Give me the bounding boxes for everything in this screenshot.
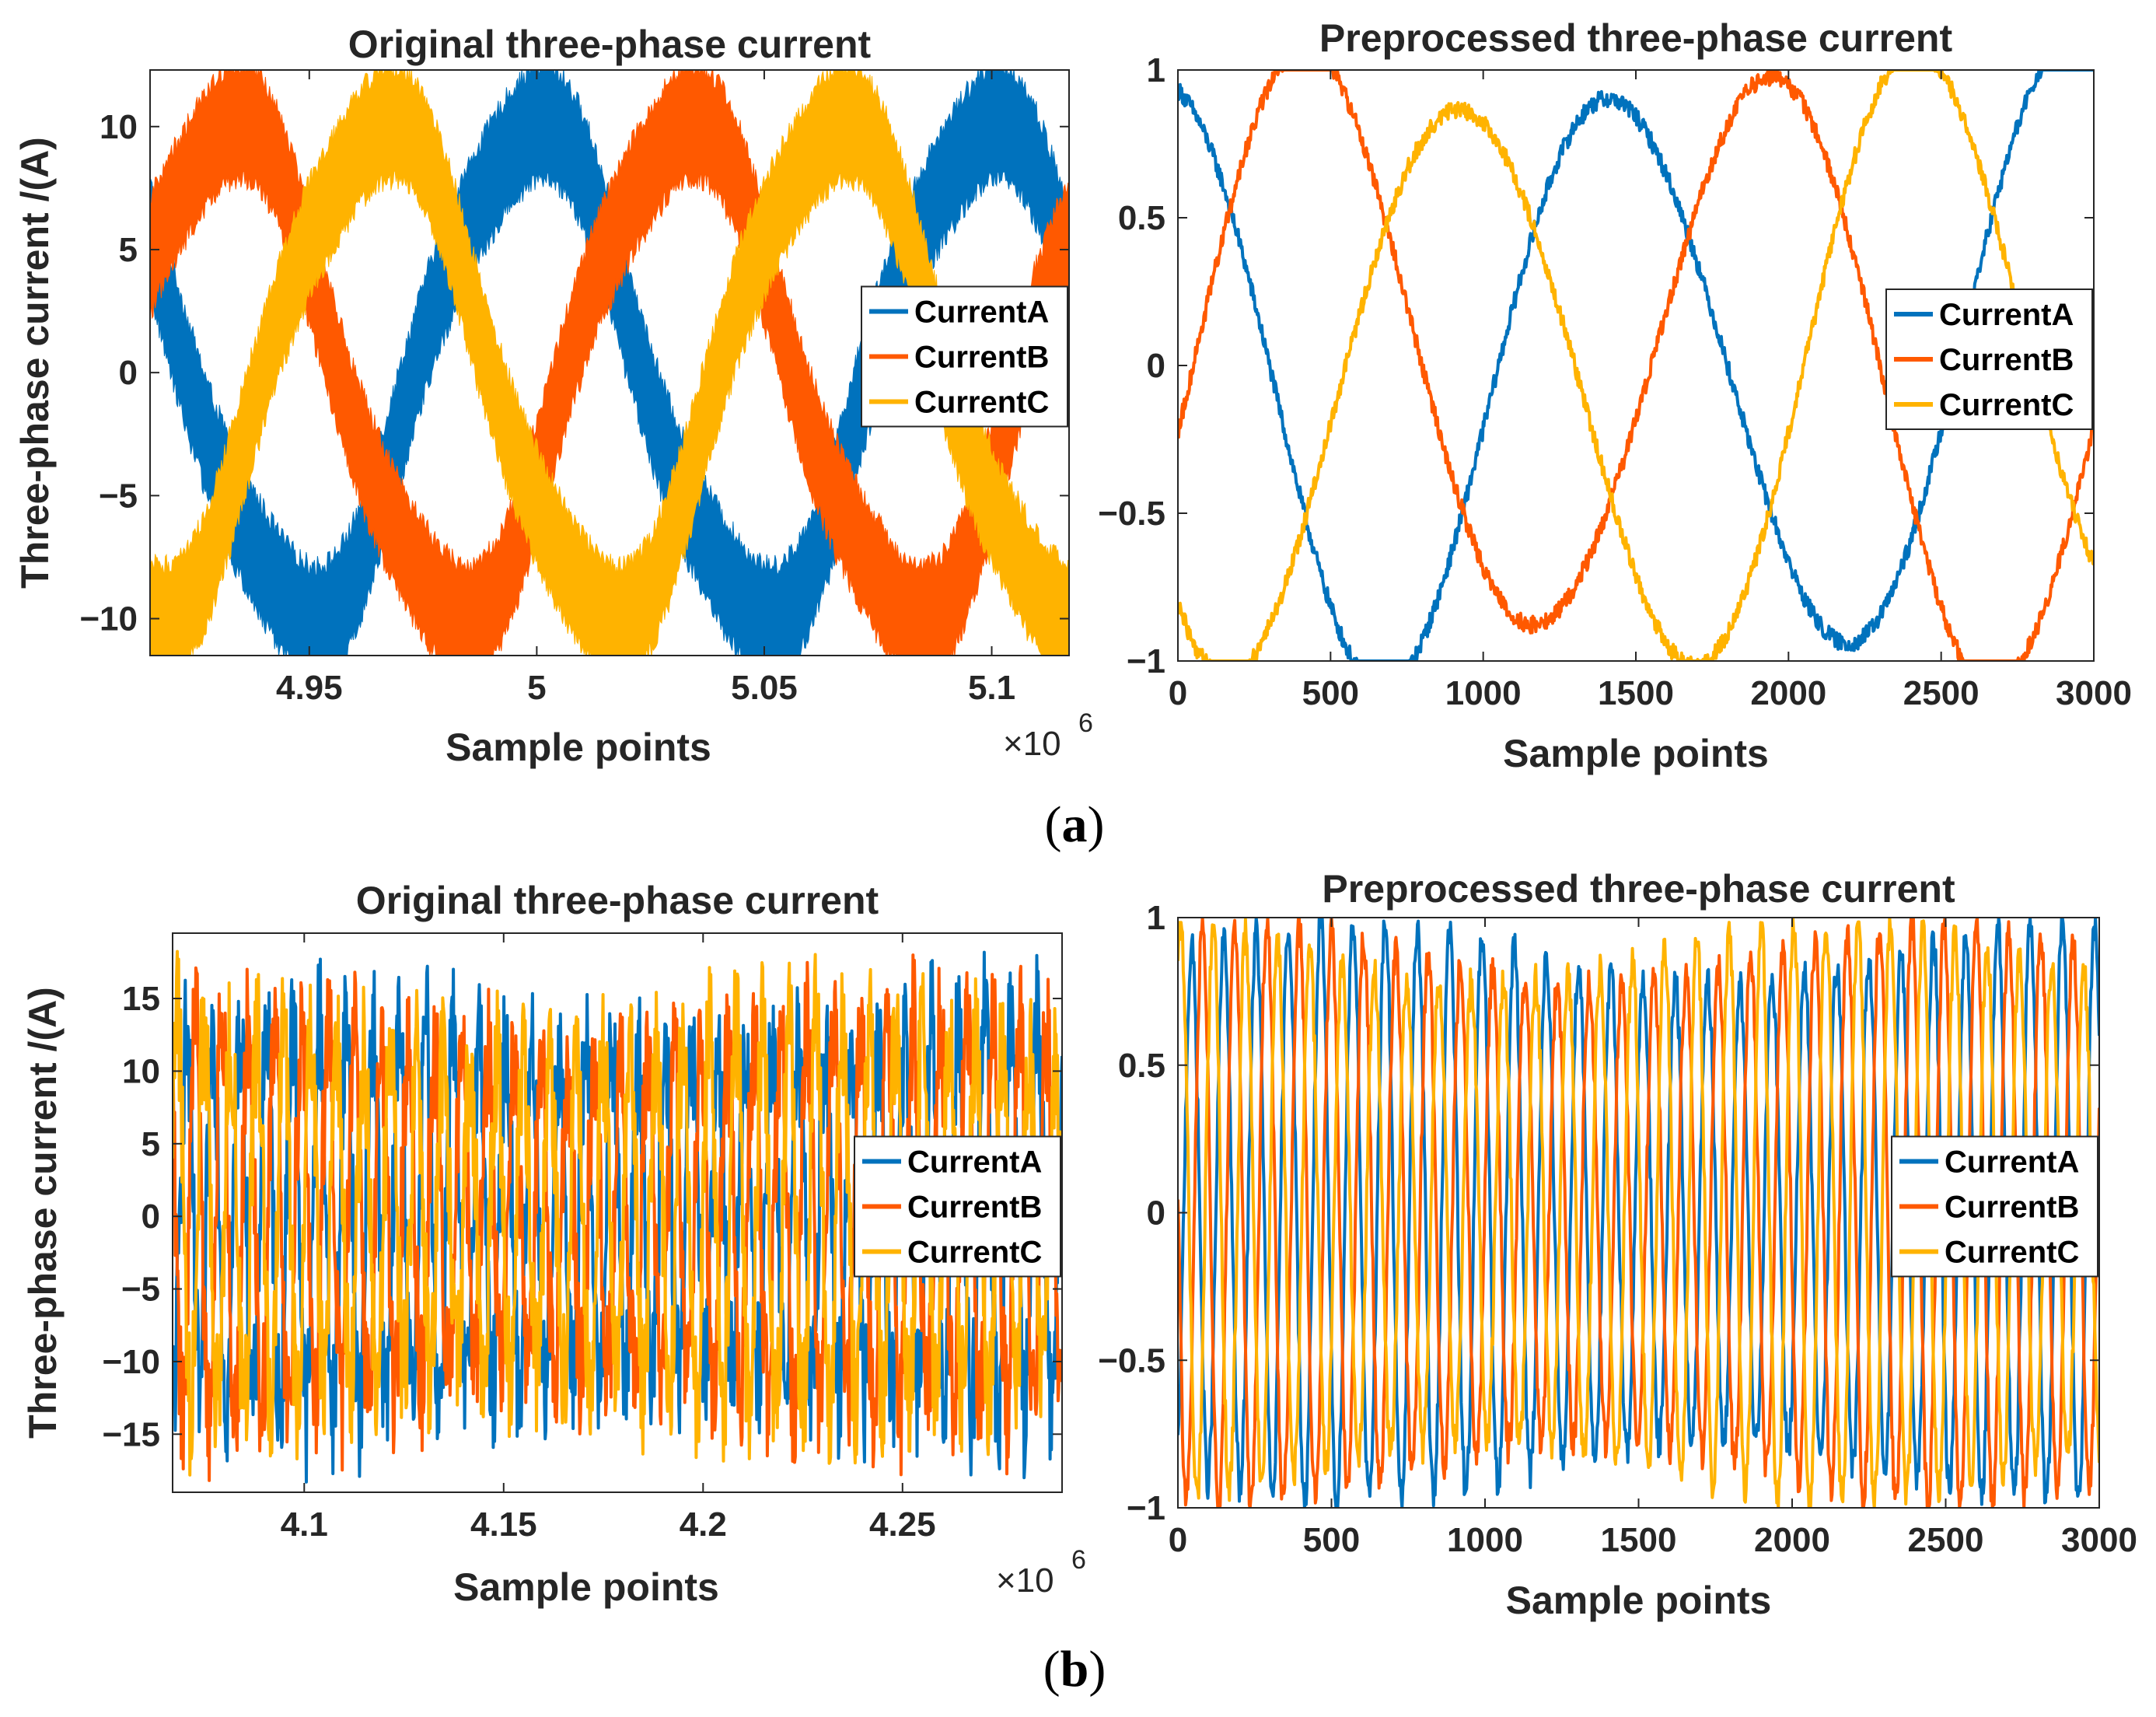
x-tick-label: 0	[1169, 1521, 1187, 1559]
chart-b-left: Original three-phase current 4.1 4.15 4.2 4.…	[21, 879, 1086, 1609]
x-tick-label: 0	[1169, 674, 1187, 712]
x-axis-label: Sample points	[1506, 1579, 1772, 1622]
x-axis-label: Sample points	[453, 1565, 719, 1609]
y-tick-label: −5	[121, 1271, 160, 1309]
y-tick-label: −0.5	[1098, 495, 1165, 533]
chart-b-right: Preprocessed three-phase current 0 500 1000…	[1098, 867, 2137, 1622]
legend: CurrentA CurrentB CurrentC	[854, 1135, 1061, 1278]
y-tick-label: 0	[142, 1198, 160, 1236]
series-CurrentC	[173, 949, 1062, 1477]
x-tick-label: 3000	[2061, 1521, 2137, 1559]
x-axis-label: Sample points	[1503, 732, 1769, 775]
y-tick-label: −0.5	[1098, 1341, 1165, 1380]
panel-label-a: (a)	[1045, 796, 1105, 853]
y-tick-label: −15	[102, 1415, 160, 1453]
legend-label-CurrentB: CurrentB	[907, 1191, 1042, 1225]
legend-label-CurrentB: CurrentB	[1939, 343, 2074, 377]
x-multiplier: ×10	[1003, 725, 1061, 763]
x-tick-label: 2500	[1908, 1521, 1984, 1559]
charts: Original three-phase current 4.95 5 5.05 5.1…	[13, 16, 2137, 1622]
x-tick-label: 2000	[1750, 674, 1826, 712]
legend-label-CurrentB: CurrentB	[914, 341, 1049, 375]
legend-label-CurrentA: CurrentA	[907, 1145, 1042, 1180]
y-tick-label: 1	[1147, 899, 1165, 937]
x-multiplier-exponent: 6	[1078, 708, 1093, 738]
x-multiplier-exponent: 6	[1071, 1545, 1086, 1575]
chart-title: Original three-phase current	[356, 879, 879, 922]
x-tick-label: 500	[1302, 674, 1359, 712]
series-CurrentB	[1178, 918, 2099, 1508]
panel-label-a-letter: a	[1062, 796, 1088, 853]
x-axis-label: Sample points	[446, 726, 711, 769]
axes-box	[149, 69, 1070, 656]
y-tick-label: 0	[1147, 347, 1165, 385]
series-CurrentB	[173, 953, 1062, 1482]
x-tick-label: 1500	[1598, 674, 1674, 712]
y-tick-label: 0.5	[1118, 1047, 1165, 1085]
chart-a-left: Original three-phase current 4.95 5 5.05 5.1…	[13, 23, 1093, 769]
x-tick-label: 5.05	[731, 669, 798, 707]
y-tick-label: 10	[122, 1052, 160, 1090]
legend: CurrentA CurrentB CurrentC	[1885, 288, 2093, 430]
y-tick-label: 1	[1147, 51, 1165, 89]
y-tick-label: −1	[1127, 642, 1165, 680]
y-axis-label: Three-phase current /(A)	[21, 987, 65, 1439]
x-tick-label: 4.15	[470, 1505, 537, 1544]
x-multiplier: ×10	[996, 1561, 1054, 1600]
y-tick-label: −5	[99, 477, 138, 515]
y-axis-label: Three-phase current /(A)	[13, 137, 57, 589]
panel-label-b-letter: b	[1061, 1641, 1089, 1698]
y-tick-label: 5	[119, 231, 138, 269]
legend-label-CurrentC: CurrentC	[914, 386, 1049, 420]
legend-label-CurrentA: CurrentA	[1939, 298, 2074, 332]
y-tick-label: 15	[122, 980, 160, 1018]
y-tick-label: 0	[1147, 1194, 1165, 1233]
x-tick-label: 5	[527, 669, 546, 707]
series-group	[173, 949, 1062, 1484]
panel-label-b: (b)	[1043, 1641, 1106, 1698]
y-tick-label: −10	[79, 600, 138, 638]
series-CurrentB	[1178, 70, 2094, 661]
x-tick-label: 1500	[1601, 1521, 1677, 1559]
x-tick-label: 4.25	[869, 1505, 936, 1544]
chart-title: Preprocessed three-phase current	[1322, 867, 1955, 911]
x-tick-label: 4.1	[281, 1505, 328, 1544]
x-tick-label: 5.1	[968, 669, 1015, 707]
chart-title: Original three-phase current	[348, 23, 872, 66]
x-tick-label: 4.2	[680, 1505, 727, 1544]
legend-label-CurrentC: CurrentC	[907, 1236, 1042, 1270]
series-CurrentC	[150, 70, 1069, 656]
legend-label-CurrentA: CurrentA	[914, 295, 1049, 330]
x-tick-label: 3000	[2056, 674, 2132, 712]
legend-label-CurrentB: CurrentB	[1945, 1191, 2079, 1225]
legend-label-CurrentC: CurrentC	[1939, 388, 2074, 422]
y-tick-label: 5	[142, 1125, 160, 1163]
x-tick-label: 1000	[1445, 674, 1522, 712]
y-tick-label: −1	[1127, 1489, 1165, 1527]
legend-label-CurrentA: CurrentA	[1945, 1145, 2079, 1180]
series-CurrentB	[150, 70, 1069, 656]
chart-title: Preprocessed three-phase current	[1319, 16, 1953, 60]
series-group	[150, 70, 1069, 656]
chart-a-right: Preprocessed three-phase current 0 500 1000…	[1098, 16, 2132, 775]
y-tick-label: 10	[100, 108, 138, 146]
x-tick-label: 4.95	[276, 669, 343, 707]
x-tick-label: 1000	[1447, 1521, 1523, 1559]
legend: CurrentA CurrentB CurrentC	[1891, 1135, 2098, 1278]
y-tick-label: 0	[119, 354, 138, 392]
x-tick-label: 2500	[1903, 674, 1980, 712]
x-tick-label: 2000	[1754, 1521, 1830, 1559]
y-tick-label: −10	[102, 1343, 160, 1381]
legend-label-CurrentC: CurrentC	[1945, 1236, 2079, 1270]
legend: CurrentA CurrentB CurrentC	[861, 285, 1068, 428]
y-tick-label: 0.5	[1118, 199, 1165, 237]
x-tick-label: 500	[1303, 1521, 1360, 1559]
axes-box	[172, 932, 1063, 1493]
